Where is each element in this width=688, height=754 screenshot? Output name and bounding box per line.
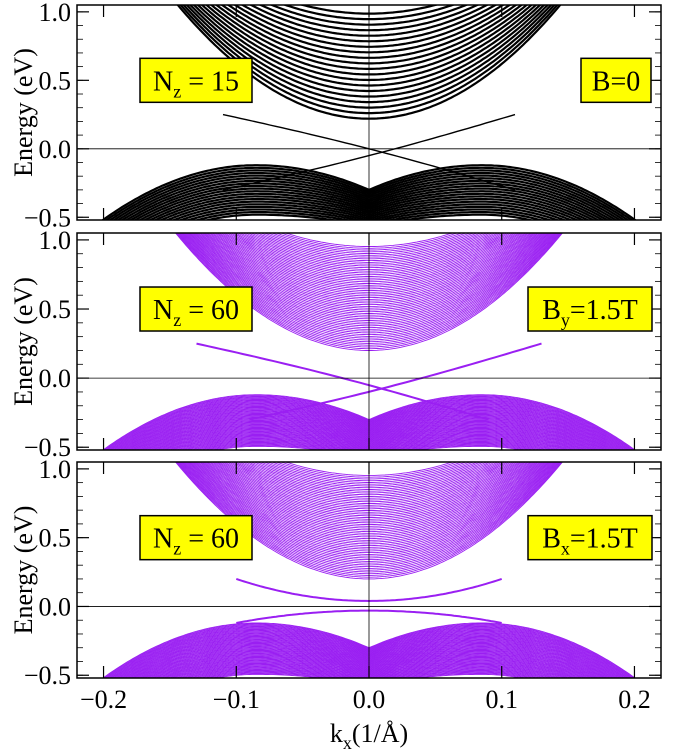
y-tick-label: 0.5 [39,295,72,324]
system-size-label-text: Nz = 60 [153,524,239,559]
system-size-label: Nz = 60 [139,286,253,332]
system-size-label-box [139,57,253,104]
y-tick-label: 0.5 [39,66,72,95]
y-tick-label: −0.5 [24,203,71,232]
y-tick-label: 0.0 [39,592,72,621]
system-size-label-box [139,286,253,332]
y-tick-label: 0.5 [39,524,72,553]
panel-1: 1.0 0.5 0.0 −0.5 Energy (eV) Nz = 15 B=0 [9,0,662,232]
y-tick-label: 0.0 [39,135,72,164]
y-tick-label: 1.0 [39,226,72,255]
field-label: Bx=1.5T [527,514,653,561]
system-size-label: Nz = 60 [139,514,253,561]
field-label-text: Bx=1.5T [542,524,638,559]
field-label-box [580,57,652,104]
field-label: By=1.5T [527,286,653,332]
y-tick-label: 1.0 [39,0,72,27]
field-label-box [527,514,653,561]
system-size-label-text: Nz = 15 [153,66,239,101]
field-label-text: By=1.5T [542,295,638,330]
x-tick-label: 0.2 [618,685,651,714]
system-size-label-box [139,514,253,561]
panel-2: 1.0 0.5 0.0 −0.5 Energy (eV) Nz = 60 By=1.5T [9,226,662,462]
x-tick-label: 0.0 [353,685,386,714]
surface-state [249,342,542,421]
system-size-label: Nz = 15 [139,57,253,104]
x-tick-label: 0.1 [485,685,518,714]
x-tick-label: −0.1 [213,685,260,714]
y-tick-label: 0.0 [39,364,72,393]
y-tick-label: −0.5 [24,661,71,690]
x-tick-label: −0.2 [80,685,127,714]
field-label-text: B=0 [592,66,640,97]
field-label: B=0 [580,57,652,104]
system-size-label-text: Nz = 60 [153,295,239,330]
y-tick-label: −0.5 [24,433,71,462]
x-axis-title: kx(1/Å) [330,719,408,753]
y-axis-title: Energy (eV) [9,48,38,177]
field-label-box [527,286,653,332]
panel-3: 1.0 0.5 0.0 −0.5 −0.2 −0.1 0.0 0.1 0.2 Energy (eV… [9,455,662,714]
y-tick-label: 1.0 [39,455,72,484]
y-axis-title: Energy (eV) [9,506,38,635]
y-axis-title: Energy (eV) [9,277,38,406]
